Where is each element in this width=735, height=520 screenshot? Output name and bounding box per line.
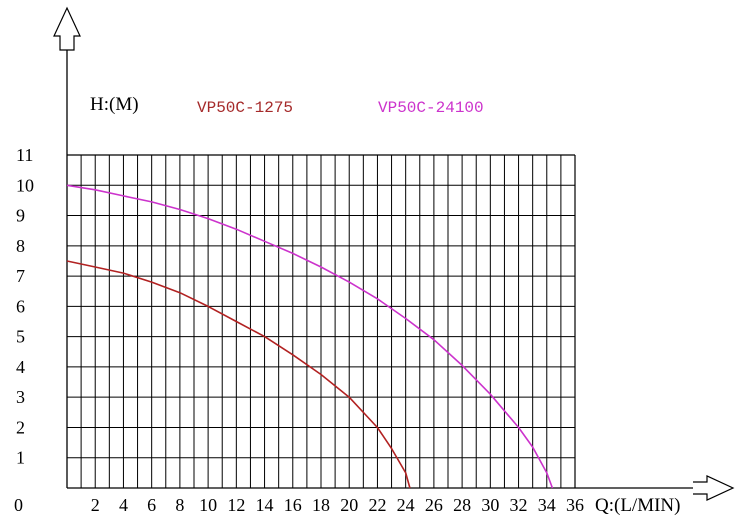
legend-series-2: VP50C-24100 bbox=[378, 99, 484, 117]
y-tick-label: 10 bbox=[16, 175, 34, 195]
x-tick-label: 30 bbox=[481, 495, 499, 515]
y-axis-arrow-icon bbox=[53, 6, 81, 51]
x-tick-label: 12 bbox=[227, 495, 245, 515]
x-tick-label: 18 bbox=[312, 495, 330, 515]
x-axis-label: Q:(L/MIN) bbox=[595, 495, 680, 516]
x-tick-label: 14 bbox=[256, 495, 274, 515]
x-axis-arrow-icon bbox=[693, 475, 735, 501]
y-tick-label: 6 bbox=[16, 296, 25, 316]
y-tick-label: 11 bbox=[16, 145, 33, 165]
y-tick-label: 3 bbox=[16, 387, 25, 407]
x-tick-label: 8 bbox=[175, 495, 184, 515]
x-tick-label: 16 bbox=[284, 495, 302, 515]
grid bbox=[67, 154, 576, 488]
x-tick-label: 2 bbox=[91, 495, 100, 515]
axes bbox=[53, 6, 735, 501]
y-tick-labels: 1 2 3 4 5 6 7 8 9 10 11 bbox=[16, 145, 34, 468]
x-tick-label: 24 bbox=[397, 495, 415, 515]
series-line-2 bbox=[66, 184, 554, 489]
x-tick-label: 32 bbox=[510, 495, 528, 515]
x-tick-label: 28 bbox=[453, 495, 471, 515]
y-tick-label: 5 bbox=[16, 327, 25, 347]
y-tick-label: 1 bbox=[16, 448, 25, 468]
series-line-1 bbox=[66, 260, 411, 489]
y-tick-label: 8 bbox=[16, 236, 25, 256]
x-tick-label: 10 bbox=[199, 495, 217, 515]
x-tick-label: 4 bbox=[119, 495, 128, 515]
y-tick-label: 2 bbox=[16, 417, 25, 437]
x-tick-label: 20 bbox=[340, 495, 358, 515]
x-tick-label: 36 bbox=[566, 495, 584, 515]
y-axis-label: H:(M) bbox=[90, 94, 139, 115]
y-tick-label: 9 bbox=[16, 206, 25, 226]
x-tick-label: 34 bbox=[538, 495, 556, 515]
x-tick-label: 6 bbox=[147, 495, 156, 515]
y-tick-label: 7 bbox=[16, 266, 25, 286]
origin-label: 0 bbox=[14, 495, 23, 515]
x-tick-label: 26 bbox=[425, 495, 443, 515]
x-tick-label: 22 bbox=[368, 495, 386, 515]
x-tick-labels: 2 4 6 8 10 12 14 16 18 20 22 24 26 28 30 32 34 36 bbox=[91, 495, 584, 515]
curves bbox=[66, 184, 554, 489]
y-tick-label: 4 bbox=[16, 357, 25, 377]
legend-series-1: VP50C-1275 bbox=[197, 99, 293, 117]
